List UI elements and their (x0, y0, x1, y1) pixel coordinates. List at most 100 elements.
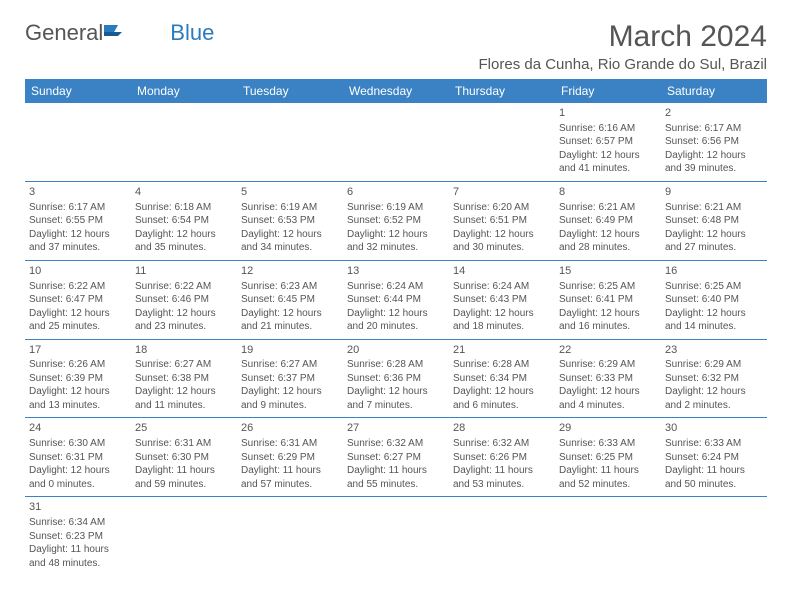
daylight-line: Daylight: 12 hoursand 32 minutes. (347, 228, 445, 255)
daylight-line: Daylight: 12 hoursand 0 minutes. (29, 464, 127, 491)
day-number: 26 (241, 421, 339, 436)
daylight-line: Daylight: 12 hoursand 4 minutes. (559, 385, 657, 412)
sunrise-line: Sunrise: 6:21 AM (665, 201, 763, 215)
day-number: 10 (29, 264, 127, 279)
calendar-cell: 20Sunrise: 6:28 AMSunset: 6:36 PMDayligh… (343, 339, 449, 418)
sunset-line: Sunset: 6:56 PM (665, 135, 763, 149)
day-number: 20 (347, 343, 445, 358)
sunset-line: Sunset: 6:53 PM (241, 214, 339, 228)
daylight-line: Daylight: 12 hoursand 27 minutes. (665, 228, 763, 255)
calendar-cell: 9Sunrise: 6:21 AMSunset: 6:48 PMDaylight… (661, 181, 767, 260)
calendar-cell: 15Sunrise: 6:25 AMSunset: 6:41 PMDayligh… (555, 260, 661, 339)
daylight-line: Daylight: 11 hoursand 59 minutes. (135, 464, 233, 491)
calendar-cell: 24Sunrise: 6:30 AMSunset: 6:31 PMDayligh… (25, 418, 131, 497)
daylight-line: Daylight: 12 hoursand 41 minutes. (559, 149, 657, 176)
day-number: 31 (29, 500, 127, 515)
sunset-line: Sunset: 6:51 PM (453, 214, 551, 228)
weekday-header: Friday (555, 79, 661, 103)
calendar-cell: 11Sunrise: 6:22 AMSunset: 6:46 PMDayligh… (131, 260, 237, 339)
sunset-line: Sunset: 6:36 PM (347, 372, 445, 386)
sunset-line: Sunset: 6:48 PM (665, 214, 763, 228)
calendar-cell: 19Sunrise: 6:27 AMSunset: 6:37 PMDayligh… (237, 339, 343, 418)
sunset-line: Sunset: 6:37 PM (241, 372, 339, 386)
sunset-line: Sunset: 6:31 PM (29, 451, 127, 465)
sunrise-line: Sunrise: 6:17 AM (665, 122, 763, 136)
sunset-line: Sunset: 6:38 PM (135, 372, 233, 386)
daylight-line: Daylight: 12 hoursand 28 minutes. (559, 228, 657, 255)
sunrise-line: Sunrise: 6:27 AM (241, 358, 339, 372)
sunset-line: Sunset: 6:52 PM (347, 214, 445, 228)
sunset-line: Sunset: 6:43 PM (453, 293, 551, 307)
sunrise-line: Sunrise: 6:28 AM (453, 358, 551, 372)
day-number: 1 (559, 106, 657, 121)
day-number: 13 (347, 264, 445, 279)
sunrise-line: Sunrise: 6:22 AM (29, 280, 127, 294)
logo-text-2: Blue (170, 20, 214, 46)
day-number: 14 (453, 264, 551, 279)
header: General Blue March 2024 Flores da Cunha,… (25, 20, 767, 73)
calendar-cell (343, 103, 449, 181)
day-number: 15 (559, 264, 657, 279)
sunrise-line: Sunrise: 6:28 AM (347, 358, 445, 372)
daylight-line: Daylight: 12 hoursand 6 minutes. (453, 385, 551, 412)
day-number: 16 (665, 264, 763, 279)
sunrise-line: Sunrise: 6:34 AM (29, 516, 127, 530)
day-number: 11 (135, 264, 233, 279)
sunrise-line: Sunrise: 6:24 AM (453, 280, 551, 294)
calendar-cell (131, 103, 237, 181)
daylight-line: Daylight: 12 hoursand 37 minutes. (29, 228, 127, 255)
daylight-line: Daylight: 12 hoursand 13 minutes. (29, 385, 127, 412)
daylight-line: Daylight: 12 hoursand 34 minutes. (241, 228, 339, 255)
sunrise-line: Sunrise: 6:31 AM (241, 437, 339, 451)
sunset-line: Sunset: 6:30 PM (135, 451, 233, 465)
calendar-cell (449, 497, 555, 575)
sunset-line: Sunset: 6:34 PM (453, 372, 551, 386)
sunrise-line: Sunrise: 6:19 AM (241, 201, 339, 215)
calendar-cell: 12Sunrise: 6:23 AMSunset: 6:45 PMDayligh… (237, 260, 343, 339)
sunset-line: Sunset: 6:45 PM (241, 293, 339, 307)
sunrise-line: Sunrise: 6:16 AM (559, 122, 657, 136)
sunrise-line: Sunrise: 6:18 AM (135, 201, 233, 215)
day-number: 24 (29, 421, 127, 436)
sunset-line: Sunset: 6:27 PM (347, 451, 445, 465)
calendar-cell (661, 497, 767, 575)
daylight-line: Daylight: 11 hoursand 50 minutes. (665, 464, 763, 491)
sunset-line: Sunset: 6:54 PM (135, 214, 233, 228)
sunset-line: Sunset: 6:24 PM (665, 451, 763, 465)
day-number: 22 (559, 343, 657, 358)
sunset-line: Sunset: 6:49 PM (559, 214, 657, 228)
sunset-line: Sunset: 6:25 PM (559, 451, 657, 465)
sunset-line: Sunset: 6:57 PM (559, 135, 657, 149)
calendar-cell: 26Sunrise: 6:31 AMSunset: 6:29 PMDayligh… (237, 418, 343, 497)
day-number: 29 (559, 421, 657, 436)
daylight-line: Daylight: 12 hoursand 25 minutes. (29, 307, 127, 334)
sunset-line: Sunset: 6:41 PM (559, 293, 657, 307)
calendar-cell (237, 497, 343, 575)
sunset-line: Sunset: 6:23 PM (29, 530, 127, 544)
daylight-line: Daylight: 12 hoursand 39 minutes. (665, 149, 763, 176)
calendar-cell: 21Sunrise: 6:28 AMSunset: 6:34 PMDayligh… (449, 339, 555, 418)
sunrise-line: Sunrise: 6:27 AM (135, 358, 233, 372)
daylight-line: Daylight: 11 hoursand 52 minutes. (559, 464, 657, 491)
weekday-header: Saturday (661, 79, 767, 103)
calendar-cell: 16Sunrise: 6:25 AMSunset: 6:40 PMDayligh… (661, 260, 767, 339)
location: Flores da Cunha, Rio Grande do Sul, Braz… (479, 56, 767, 73)
calendar-head: SundayMondayTuesdayWednesdayThursdayFrid… (25, 79, 767, 103)
day-number: 23 (665, 343, 763, 358)
calendar-cell: 30Sunrise: 6:33 AMSunset: 6:24 PMDayligh… (661, 418, 767, 497)
weekday-header: Wednesday (343, 79, 449, 103)
sunset-line: Sunset: 6:33 PM (559, 372, 657, 386)
calendar-cell (237, 103, 343, 181)
calendar-cell (555, 497, 661, 575)
calendar-cell: 27Sunrise: 6:32 AMSunset: 6:27 PMDayligh… (343, 418, 449, 497)
calendar-cell: 18Sunrise: 6:27 AMSunset: 6:38 PMDayligh… (131, 339, 237, 418)
sunset-line: Sunset: 6:46 PM (135, 293, 233, 307)
daylight-line: Daylight: 12 hoursand 11 minutes. (135, 385, 233, 412)
day-number: 6 (347, 185, 445, 200)
calendar-cell: 4Sunrise: 6:18 AMSunset: 6:54 PMDaylight… (131, 181, 237, 260)
day-number: 5 (241, 185, 339, 200)
sunrise-line: Sunrise: 6:30 AM (29, 437, 127, 451)
day-number: 19 (241, 343, 339, 358)
daylight-line: Daylight: 12 hoursand 23 minutes. (135, 307, 233, 334)
daylight-line: Daylight: 12 hoursand 7 minutes. (347, 385, 445, 412)
